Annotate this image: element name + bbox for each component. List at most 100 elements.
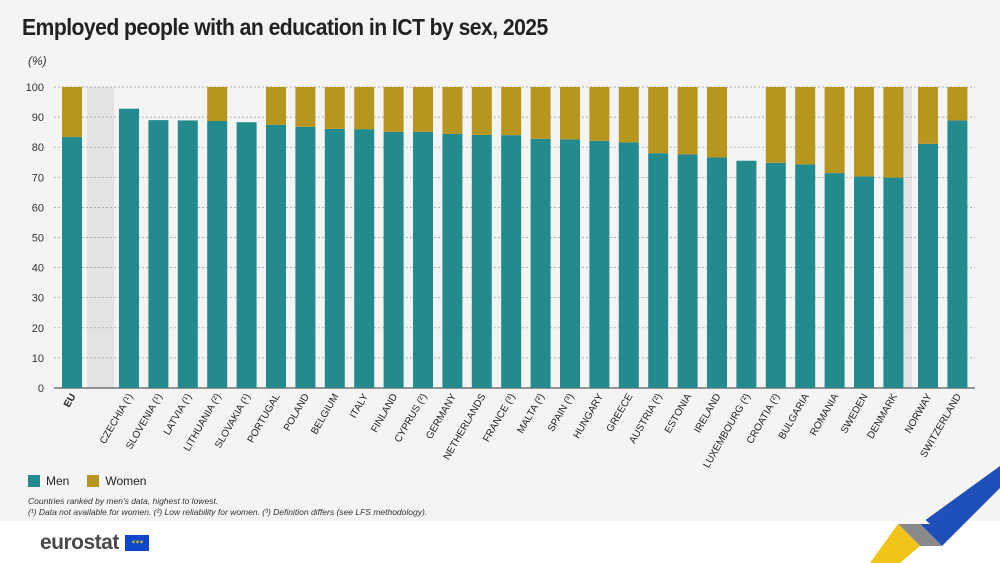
bar-women [589, 87, 610, 141]
bar-men [413, 131, 433, 388]
bar-women [824, 87, 845, 174]
bar-men [471, 134, 492, 388]
bar-women [295, 87, 316, 127]
chart-notes: Countries ranked by men's data, highest … [28, 496, 427, 518]
bar-women [501, 87, 522, 136]
x-tick-label: DENMARK [865, 392, 900, 441]
bar-women [471, 87, 492, 135]
chart-title: Employed people with an education in ICT… [22, 14, 548, 40]
y-tick-label: 50 [32, 233, 44, 245]
bar-men [918, 143, 938, 388]
x-tick-label: ESTONIA [663, 392, 695, 436]
bar-women [677, 87, 698, 155]
bar-men [295, 126, 316, 389]
bar-women [207, 87, 228, 122]
legend: Men Women [28, 474, 146, 488]
bar-men [266, 124, 286, 389]
x-tick-label: GREECE [605, 392, 636, 434]
bar-women [707, 87, 727, 158]
eurostat-logo: eurostat ✶✶✶ [40, 531, 149, 555]
note-ranking: Countries ranked by men's data, highest … [28, 496, 219, 506]
x-tick-label: BELGIUM [309, 392, 341, 436]
bar-women [648, 87, 669, 154]
bar-women [795, 87, 816, 165]
bar-women [413, 87, 433, 132]
eu-flag-icon: ✶✶✶ [124, 535, 149, 551]
bar-men [354, 129, 375, 388]
bar-men [530, 138, 551, 388]
legend-swatch-women [87, 475, 100, 487]
bar-women [918, 87, 938, 144]
decorative-corner-graphic [870, 466, 1000, 563]
bar-men [883, 177, 904, 388]
x-tick-label: IRELAND [692, 392, 723, 435]
bar-women [62, 87, 82, 137]
y-tick-label: 30 [32, 293, 44, 305]
y-tick-label: 100 [26, 82, 44, 94]
y-tick-label: 70 [32, 172, 44, 184]
bar-men [736, 160, 757, 388]
bar-women [266, 87, 286, 125]
bar-men [177, 120, 198, 388]
bar-men [795, 164, 816, 388]
x-tick-label: NORWAY [903, 392, 935, 436]
x-tick-label: LATVIA (¹) [162, 392, 194, 437]
bar-men [442, 133, 463, 388]
bar-women [324, 87, 345, 129]
bar-women [354, 87, 375, 130]
bar-women [530, 87, 551, 139]
x-tick-label: ITALY [348, 392, 371, 421]
x-tick-label: MALTA (²) [516, 392, 548, 436]
legend-item-women: Women [87, 474, 146, 488]
bar-men [324, 128, 345, 389]
bar-men [62, 136, 82, 388]
bar-women [765, 87, 786, 163]
bar-women [383, 87, 404, 132]
bar-women [618, 87, 639, 143]
y-tick-label: 20 [32, 323, 44, 335]
x-tick-label: EU [62, 392, 78, 410]
legend-item-men: Men [28, 474, 69, 488]
bar-women [560, 87, 580, 140]
bar-men [765, 162, 786, 388]
y-tick-label: 0 [38, 383, 44, 395]
bar-men [560, 139, 580, 388]
legend-label-women: Women [105, 474, 147, 488]
bar-men [947, 120, 968, 388]
logo-text: eurostat [40, 531, 119, 554]
bar-women [883, 87, 904, 178]
unit-label: (%) [28, 54, 47, 68]
x-tick-label: BULGARIA [777, 392, 812, 442]
bar-men [383, 131, 404, 388]
bar-men [648, 153, 669, 388]
y-tick-label: 60 [32, 202, 44, 214]
x-tick-label: SWEDEN [839, 392, 870, 436]
note-footnotes: (¹) Data not available for women. (²) Lo… [28, 507, 428, 517]
bar-men [677, 154, 698, 388]
y-tick-label: 90 [32, 112, 44, 124]
bar-men [501, 135, 522, 388]
bar-men [148, 120, 169, 389]
bar-men [236, 122, 257, 388]
legend-label-men: Men [46, 474, 70, 488]
bar-men [119, 108, 139, 388]
bar-men [854, 176, 874, 388]
y-tick-label: 80 [32, 142, 44, 154]
bar-men [618, 142, 639, 388]
y-tick-label: 10 [32, 353, 44, 365]
x-tick-label: ROMANIA [808, 392, 841, 438]
x-tick-label: FINLAND [369, 392, 400, 435]
bar-men [824, 173, 845, 388]
bar-women [442, 87, 463, 134]
x-tick-label: POLAND [282, 392, 312, 433]
bar-men [207, 121, 228, 388]
legend-swatch-men [28, 475, 40, 487]
x-tick-label: SPAIN (³) [546, 392, 577, 434]
y-tick-label: 40 [32, 263, 44, 275]
footer-band [0, 521, 1000, 563]
bar-women [854, 87, 874, 177]
bar-men [589, 140, 610, 388]
bar-women [947, 87, 968, 121]
bar-men [707, 157, 727, 388]
